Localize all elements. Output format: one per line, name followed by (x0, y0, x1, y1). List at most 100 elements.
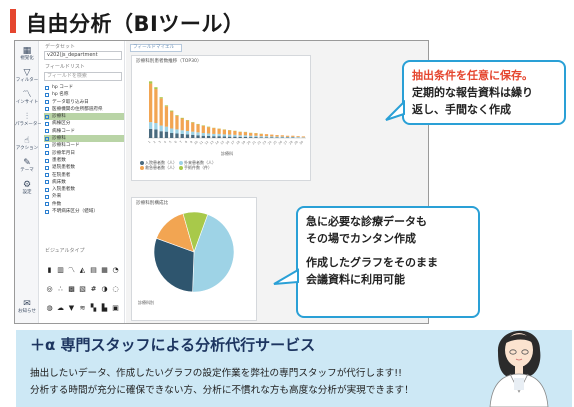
settings-icon: ⚙ (22, 180, 32, 190)
bar-segment (270, 134, 274, 137)
bar-segment (196, 132, 200, 136)
bar-chart-card[interactable]: 診療科別患者数推移（TOP30） 1 2 3 4 5 6 7 8 9 10 11 12 13 14 15 16… (131, 55, 311, 181)
x-tick-label: 19 (241, 140, 247, 146)
funnel-icon[interactable]: ▼ (68, 304, 75, 312)
field-type-icon (45, 173, 49, 178)
pointer-icon: ☝ (24, 136, 30, 146)
bar-segment (185, 120, 190, 131)
box-icon[interactable]: ▣ (112, 304, 119, 312)
visual-type-label: ビジュアルタイプ (45, 248, 85, 254)
field-item[interactable]: hp コード (44, 84, 124, 91)
bar-chart-icon: ▦ (22, 46, 32, 56)
filter-icon: ▽ (23, 68, 31, 78)
filled-map-icon[interactable]: ◍ (46, 304, 53, 312)
gauge-icon[interactable]: ◑ (101, 285, 108, 293)
sankey-icon[interactable]: ≋ (79, 304, 86, 312)
bar-segment (164, 106, 169, 127)
field-item[interactable]: 病棟コード (44, 128, 124, 135)
bar-segment (159, 125, 163, 132)
callout-line: 会議資料に利用可能 (306, 273, 405, 286)
parameter-icon: ⫶ (25, 112, 29, 122)
pie-icon[interactable]: ◔ (112, 266, 119, 274)
rail-item-notification[interactable]: ✉ お知らせ (15, 299, 39, 315)
histogram-icon[interactable]: ▙ (101, 304, 108, 312)
field-item[interactable]: 在院患者 (44, 172, 124, 179)
x-tick-label: 14 (214, 140, 220, 146)
workspace-tab[interactable]: フィールドマイエル (130, 44, 182, 52)
visual-type-grid: ▮▥〽◭▤▦◔◎∴▩▧#◑◌◍☁▼≋▚▙▣▦✦✚ (44, 257, 124, 323)
x-tick-label: 11 (198, 140, 204, 146)
combo-icon[interactable]: ▤ (90, 266, 97, 274)
legend-item: 入院患者数（人） 外来患者数（人） (140, 160, 216, 165)
rail-item-action[interactable]: ☝ アクション (15, 136, 39, 151)
bar-segment (191, 134, 195, 138)
bar-segment (238, 136, 242, 138)
bar-icon[interactable]: ▮ (47, 266, 52, 274)
bar-segment (285, 136, 290, 138)
stack-icon[interactable]: ▥ (57, 266, 64, 274)
dataset-select[interactable]: v202(js_department (44, 51, 122, 60)
banner-line: 抽出したいデータ、作成したいグラフの設定作業を弊社の専門スタッフが代行します!! (30, 368, 402, 379)
bar-segment (154, 123, 158, 130)
heat-icon[interactable]: ▩ (68, 285, 75, 293)
rail-item-visualize[interactable]: ▦ 視覚化 (15, 46, 39, 62)
field-search-input[interactable]: フィールドを検索 (44, 72, 122, 81)
field-item[interactable]: 診療科コード (44, 142, 124, 149)
rail-item-insight[interactable]: 〽 インサイト (15, 90, 39, 105)
waterfall-icon[interactable]: ▚ (90, 304, 97, 312)
bar-segment (254, 135, 258, 138)
map-icon[interactable]: ◌ (112, 285, 119, 293)
line-icon[interactable]: 〽 (68, 266, 75, 274)
bar-segment (154, 87, 158, 90)
rail-item-filter[interactable]: ▽ フィルター (15, 68, 39, 83)
field-item[interactable]: 退院患者数 (44, 164, 124, 171)
donut-icon[interactable]: ◎ (46, 285, 53, 293)
field-item-selected[interactable]: 診療科 (44, 135, 124, 143)
area-icon[interactable]: ◭ (79, 266, 86, 274)
bar-segment (228, 136, 232, 138)
page-header: 自由分析（BIツール） (0, 5, 574, 39)
insight-icon[interactable]: ✦ (55, 322, 66, 323)
field-type-icon (45, 158, 49, 163)
kpi-icon[interactable]: # (90, 285, 97, 293)
pie-chart-card[interactable]: 診療科別構成比 診療科別 (131, 197, 257, 321)
tree-icon[interactable]: ▧ (79, 285, 86, 293)
x-axis-label: 診療科 (221, 150, 233, 156)
bar-segment (275, 135, 279, 137)
bar-segment (238, 131, 242, 136)
table-icon[interactable]: ▦ (101, 266, 108, 274)
rail-item-theme[interactable]: ✎ テーマ (15, 158, 39, 174)
field-item[interactable]: 診療年月日 (44, 150, 124, 157)
scatter-icon[interactable]: ∴ (58, 285, 63, 293)
bar-segment (154, 129, 158, 138)
staff-illustration (489, 330, 549, 407)
dataset-label: データセット (45, 44, 76, 50)
pivot-icon[interactable]: ▦ (44, 322, 55, 323)
field-item[interactable]: hp 名称 (44, 91, 124, 98)
callout-line: その場でカンタン作成 (306, 232, 416, 245)
field-item[interactable]: 患者数 (44, 157, 124, 164)
callout-line: 定期的な報告資料は繰り (412, 86, 533, 99)
field-item[interactable]: 入院患者数 (44, 186, 124, 193)
field-item-selected[interactable]: 診療科 (44, 113, 124, 121)
field-item[interactable]: 病棟区分 (44, 120, 124, 127)
field-item[interactable]: 件数 (44, 201, 124, 208)
x-tick-label: 17 (230, 140, 236, 146)
word-cloud-icon[interactable]: ☁ (57, 304, 64, 312)
field-item[interactable]: データ取り込み日 (44, 99, 124, 106)
rail-item-settings[interactable]: ⚙ 設定 (15, 180, 39, 196)
field-item[interactable]: 病床数 (44, 179, 124, 186)
field-item[interactable]: 外来 (44, 193, 124, 200)
x-tick-label: 9 (189, 140, 193, 144)
bar-segment (264, 137, 269, 138)
custom-icon[interactable]: ✚ (66, 322, 77, 323)
rail-item-parameter[interactable]: ⫶ パラメーター (15, 112, 42, 127)
bar-segment (264, 134, 269, 137)
bar-segment (249, 133, 253, 136)
field-item[interactable]: 医療機関の住所都道府県 (44, 106, 124, 113)
x-tick-label: 29 (293, 140, 299, 146)
field-item[interactable]: 不明病床区分（値域） (44, 208, 124, 215)
page-title: 自由分析（BIツール） (26, 12, 245, 36)
x-tick-label: 3 (158, 140, 162, 144)
bar-segment (280, 136, 284, 138)
